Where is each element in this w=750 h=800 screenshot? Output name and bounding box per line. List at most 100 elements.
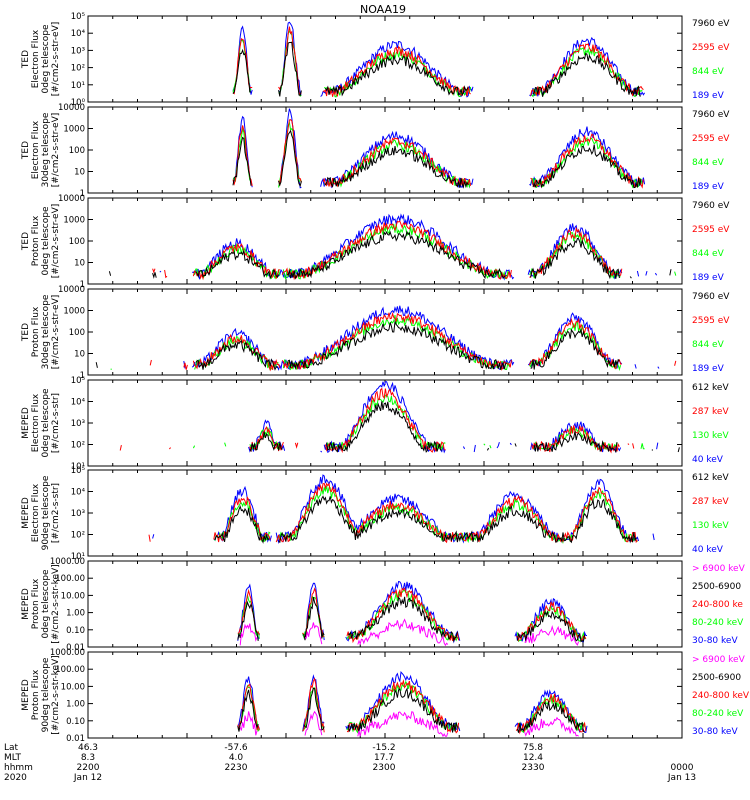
y-tick-label: 10⁴ — [71, 398, 86, 408]
y-tick-label: 1000 — [63, 125, 85, 135]
footer-value: 12.4 — [523, 753, 543, 763]
legend-entry: 189 eV — [692, 273, 725, 283]
footer-value: Jan 12 — [73, 773, 102, 783]
footer-row-label: hhmm — [4, 763, 33, 773]
y-axis-label-line: [#/cm2-s-str-keV] — [51, 655, 61, 734]
legend-entry: 240-800 ke — [692, 600, 743, 610]
footer-value: -57.6 — [224, 743, 248, 753]
legend-entry: 189 eV — [692, 91, 725, 101]
series-trace-blue — [249, 382, 661, 453]
y-tick-label: 1 — [80, 189, 85, 199]
y-tick-label: 10.00 — [61, 682, 85, 692]
y-tick-label: 10¹ — [71, 462, 85, 472]
y-axis-label-line: Electron Flux — [31, 483, 41, 542]
footer-value: 17.7 — [374, 753, 394, 763]
legend-entry: 30-80 keV — [692, 636, 738, 646]
series-trace-red — [232, 26, 644, 97]
y-tick-label: 100.00 — [55, 665, 85, 675]
legend-entry: 612 keV — [692, 473, 729, 483]
y-axis-label-line: Proton Flux — [31, 578, 41, 629]
y-axis-label-line: Electron Flux — [31, 393, 41, 452]
y-axis-label-line: MEPED — [21, 407, 31, 439]
series-trace-green — [232, 120, 643, 189]
footer-row-label: 2020 — [4, 773, 27, 783]
legend-entry: 844 eV — [692, 340, 725, 350]
legend-entry: > 6900 keV — [692, 564, 746, 574]
y-tick-label: 10000 — [58, 285, 85, 295]
y-axis-label-line: Electron Flux — [31, 29, 41, 88]
y-axis-label-line: MEPED — [21, 588, 31, 620]
panel-4: 1 10 100 1000 10000 TED Proton Flux 30deg teles… — [21, 285, 730, 381]
series-trace-blue — [237, 580, 587, 644]
y-tick-label: 0.10 — [66, 626, 85, 636]
series-trace-magenta — [239, 618, 580, 647]
footer-value: 4.0 — [229, 753, 244, 763]
y-tick-label: 10⁰ — [71, 98, 86, 108]
series-trace-blue — [237, 670, 588, 734]
legend-entry: 2595 eV — [692, 225, 730, 235]
panel-2: 1 10 100 1000 10000 TED Electron Flux 30deg tel… — [21, 103, 730, 199]
legend-entry: 40 keV — [692, 545, 724, 555]
y-tick-label: 10¹ — [71, 552, 85, 562]
series-trace-blue — [183, 305, 660, 371]
series-trace-red — [120, 389, 660, 453]
y-axis-label-line: 0deg telescope — [41, 388, 51, 458]
footer-value: -15.2 — [372, 743, 395, 753]
legend-entry: 844 eV — [692, 249, 725, 259]
y-tick-label: 10² — [71, 64, 85, 74]
series-trace-blue — [232, 21, 646, 98]
series-trace-red — [232, 119, 644, 189]
panel-frame — [87, 651, 683, 739]
legend-entry: 30-80 keV — [692, 727, 738, 737]
y-axis-label-line: [#/cm2-s-str-keV] — [51, 564, 61, 643]
y-tick-label: 1 — [80, 371, 85, 381]
y-axis-label-line: [#/cm2-s-str] — [51, 483, 61, 543]
y-tick-label: 10² — [71, 441, 85, 451]
y-tick-label: 1000.00 — [50, 557, 85, 567]
y-axis-label-line: [#/cm2-s-str-eV] — [51, 22, 61, 97]
footer-value: 2200 — [77, 763, 100, 773]
y-tick-label: 100 — [69, 237, 85, 247]
footer-value: 2330 — [522, 763, 545, 773]
y-tick-label: 0.10 — [66, 717, 85, 727]
legend-entry: 612 keV — [692, 383, 729, 393]
chart-title: NOAA19 — [360, 3, 406, 16]
legend-entry: 287 keV — [692, 407, 729, 417]
series-trace-black — [249, 401, 680, 453]
y-tick-label: 1.00 — [66, 609, 85, 619]
legend-entry: 80-240 keV — [692, 709, 744, 719]
y-axis-label-line: TED — [21, 50, 31, 69]
legend-entry: 287 keV — [692, 497, 729, 507]
legend-entry: 7960 eV — [692, 19, 730, 29]
panel-frame — [87, 197, 683, 285]
y-tick-label: 10³ — [71, 509, 85, 519]
y-tick-label: 10 — [74, 350, 85, 360]
y-axis-label-line: [#/cm2-s-str-eV] — [51, 204, 61, 279]
series-trace-red — [237, 587, 587, 644]
legend-entry: 2595 eV — [692, 134, 730, 144]
series-trace-black — [237, 596, 586, 643]
y-tick-label: 10⁵ — [71, 12, 85, 22]
panel-8: 0.01 0.10 1.00 10.00 100.00 1000.00 MEPED Proto… — [21, 648, 750, 744]
y-tick-label: 100.00 — [55, 574, 85, 584]
y-tick-label: 100 — [69, 146, 85, 156]
y-tick-label: 1.00 — [66, 700, 85, 710]
panel-1: 10⁰ 10¹ 10² 10³ 10⁴ 10⁵ TED Electron Flux 0deg t… — [21, 12, 730, 108]
y-tick-label: 1000 — [63, 307, 85, 317]
y-tick-label: 10.00 — [61, 591, 85, 601]
series-trace-black — [232, 129, 642, 189]
footer-row-label: Lat — [4, 743, 19, 753]
y-axis-label-line: 30deg telescope — [41, 294, 51, 369]
legend-entry: 189 eV — [692, 364, 725, 374]
series-trace-blue — [232, 108, 646, 189]
legend-entry: 2500-6900 — [692, 582, 741, 592]
legend-entry: 2595 eV — [692, 316, 730, 326]
y-tick-label: 10 — [74, 168, 85, 178]
legend-entry: 844 eV — [692, 158, 725, 168]
legend-entry: 130 keV — [692, 521, 729, 531]
y-axis-label-line: MEPED — [21, 679, 31, 711]
panel-7: 0.01 0.10 1.00 10.00 100.00 1000.00 MEPED Proto… — [21, 557, 746, 653]
y-axis-label-line: [#/cm2-s-str-eV] — [51, 113, 61, 188]
y-axis-label-line: 0deg telescope — [41, 24, 51, 94]
